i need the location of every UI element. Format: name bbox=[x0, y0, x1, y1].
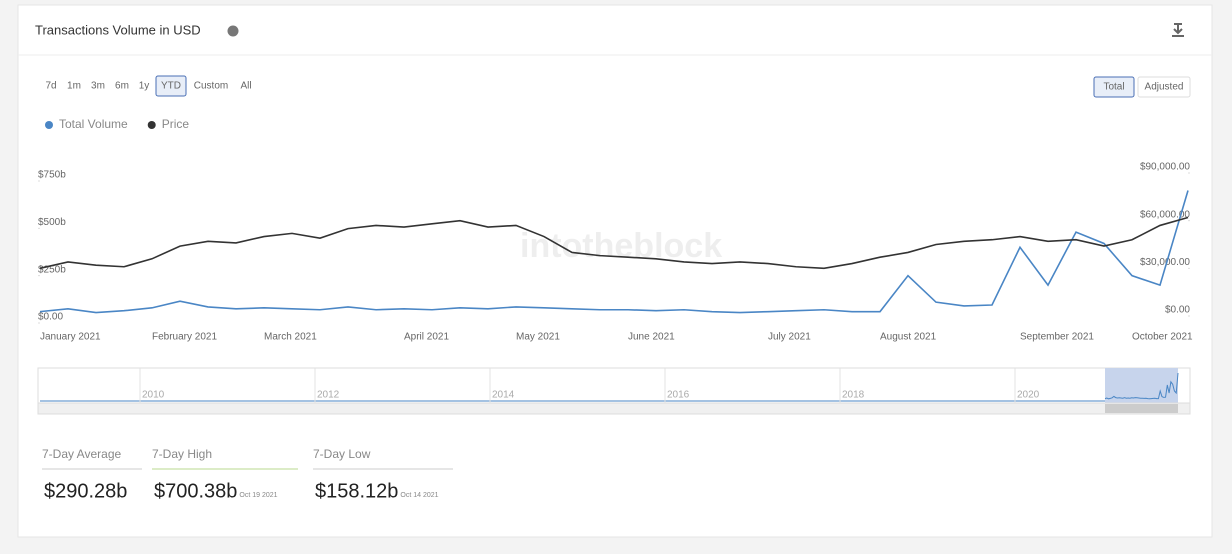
range-button-label[interactable]: YTD bbox=[161, 81, 181, 92]
series-line bbox=[39, 190, 1189, 314]
range-button[interactable] bbox=[64, 76, 84, 96]
y2-tick-label: $0.00 bbox=[1165, 305, 1190, 316]
range-button-label[interactable]: 6m bbox=[115, 81, 129, 92]
range-button[interactable] bbox=[42, 76, 60, 96]
range-button[interactable] bbox=[155, 75, 187, 97]
stat-label: 7-Day High bbox=[152, 447, 212, 461]
stat-value: $290.28b bbox=[44, 480, 127, 502]
range-button-label[interactable]: 1y bbox=[139, 81, 150, 92]
scrollbar[interactable] bbox=[37, 402, 1191, 415]
y2-tick-label: $90,000.00 bbox=[1140, 162, 1190, 173]
legend-label[interactable]: Price bbox=[162, 117, 190, 131]
navigator-label: 2016 bbox=[667, 390, 690, 401]
mode-button-label[interactable]: Adjusted bbox=[1145, 82, 1184, 93]
x-tick-label: June 2021 bbox=[628, 332, 675, 343]
help-icon[interactable] bbox=[227, 25, 239, 37]
mode-button[interactable] bbox=[1137, 76, 1191, 98]
navigator-line bbox=[1104, 372, 1179, 400]
card-title: Transactions Volume in USD bbox=[35, 22, 201, 37]
range-button-label[interactable]: All bbox=[240, 81, 251, 92]
x-tick-label: August 2021 bbox=[880, 332, 937, 343]
range-button[interactable] bbox=[236, 76, 256, 96]
navigator-label: 2014 bbox=[492, 390, 515, 401]
watermark: intotheblock bbox=[520, 227, 722, 265]
range-button[interactable] bbox=[136, 76, 152, 96]
y-tick-label: $250b bbox=[38, 264, 66, 275]
range-button[interactable] bbox=[112, 76, 132, 96]
navigator-label: 2020 bbox=[1017, 390, 1040, 401]
x-tick-label: April 2021 bbox=[404, 332, 449, 343]
legend-label[interactable]: Total Volume bbox=[59, 117, 128, 131]
stat-label: 7-Day Average bbox=[42, 447, 121, 461]
range-button[interactable] bbox=[88, 76, 108, 96]
range-button[interactable] bbox=[190, 76, 232, 96]
y2-tick-label: $60,000.00 bbox=[1140, 209, 1190, 220]
range-button-label[interactable]: 7d bbox=[45, 81, 56, 92]
navigator bbox=[37, 367, 1191, 404]
navigator-label: 2018 bbox=[842, 390, 865, 401]
mode-button[interactable] bbox=[1093, 76, 1135, 98]
y-tick-label: $0.00 bbox=[38, 312, 63, 323]
range-button-label[interactable]: 1m bbox=[67, 81, 81, 92]
range-button-label[interactable]: Custom bbox=[194, 81, 228, 92]
stat-label: 7-Day Low bbox=[313, 447, 371, 461]
navigator-label: 2012 bbox=[317, 390, 340, 401]
download-icon[interactable] bbox=[1172, 23, 1184, 37]
x-tick-label: July 2021 bbox=[768, 332, 811, 343]
navigator-label: 2010 bbox=[142, 390, 165, 401]
range-button-label[interactable]: 3m bbox=[91, 81, 105, 92]
stat-date: Oct 19 2021 bbox=[239, 492, 277, 499]
stat-value: $158.12b bbox=[315, 480, 398, 502]
scrollbar-thumb[interactable] bbox=[1105, 404, 1178, 413]
x-tick-label: January 2021 bbox=[40, 332, 101, 343]
x-tick-label: March 2021 bbox=[264, 332, 317, 343]
x-tick-label: September 2021 bbox=[1020, 332, 1094, 343]
series-line bbox=[39, 216, 1189, 270]
legend-marker[interactable] bbox=[45, 121, 53, 129]
legend-marker[interactable] bbox=[147, 121, 156, 129]
y-tick-label: $750b bbox=[38, 170, 66, 181]
x-tick-label: February 2021 bbox=[152, 332, 217, 343]
stat-value: $700.38b bbox=[154, 480, 237, 502]
mode-button-label[interactable]: Total bbox=[1103, 82, 1124, 93]
y-tick-label: $500b bbox=[38, 217, 66, 228]
stat-date: Oct 14 2021 bbox=[400, 492, 438, 499]
x-tick-label: October 2021 bbox=[1132, 332, 1193, 343]
y2-tick-label: $30,000.00 bbox=[1140, 257, 1190, 268]
x-tick-label: May 2021 bbox=[516, 332, 560, 343]
